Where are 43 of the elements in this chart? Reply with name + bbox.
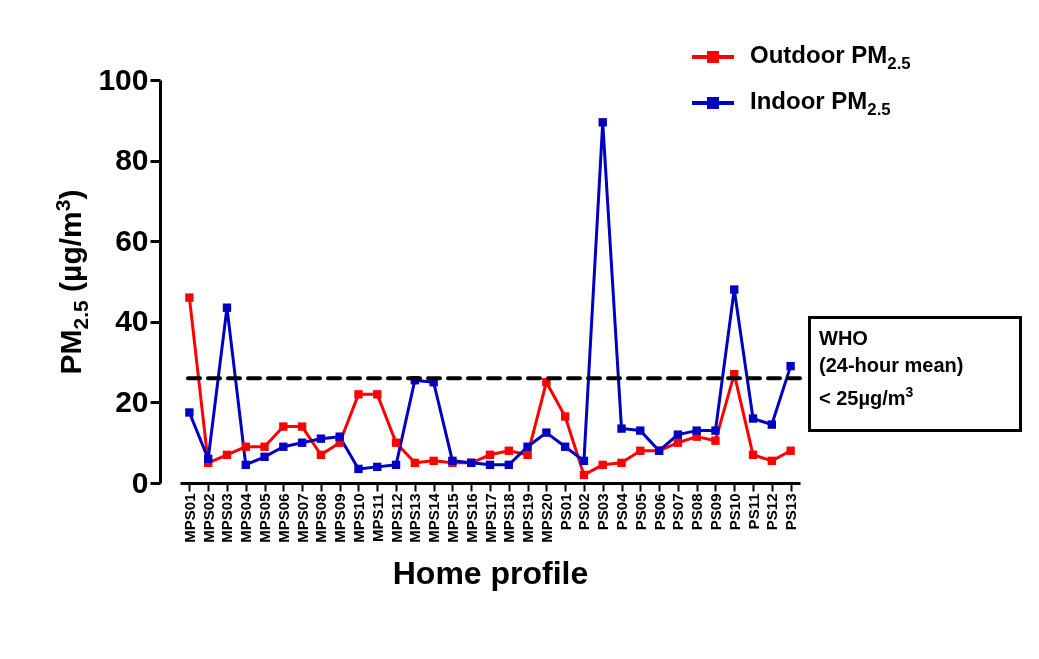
x-tick-label: PS13 [782, 493, 800, 531]
x-axis-title: Home profile [392, 554, 589, 591]
x-tick-label: PS08 [688, 493, 706, 531]
x-tick-label: PS05 [631, 493, 649, 531]
x-tick-label: MPS17 [481, 493, 499, 543]
x-tick-label: PS01 [556, 493, 574, 531]
x-tick-label: PS07 [669, 493, 687, 531]
x-tick-label: MPS08 [312, 493, 330, 543]
x-tick-label: MPS02 [199, 493, 217, 543]
x-tick-label: PS11 [744, 493, 762, 530]
y-tick-label: 0 [131, 465, 149, 499]
x-tick-label: PS06 [650, 493, 668, 531]
x-tick-label: MPS09 [331, 493, 349, 543]
x-tick-label: PS12 [763, 493, 781, 531]
x-tick-label: MPS01 [180, 493, 198, 543]
x-tick-label: MPS06 [274, 493, 292, 543]
x-tick-label: PS04 [613, 492, 631, 531]
x-tick-label: MPS04 [237, 492, 255, 543]
x-tick-label: MPS16 [462, 493, 480, 543]
x-tick-label: MPS19 [519, 493, 537, 543]
legend-label: Outdoor PM$_{2.5}$ [750, 40, 911, 74]
x-tick-label: PS10 [725, 493, 743, 531]
x-tick-label: MPS07 [293, 493, 311, 543]
x-tick-label: MPS20 [537, 493, 555, 543]
x-tick-label: MPS15 [443, 493, 461, 543]
x-tick-label: PS03 [594, 493, 612, 531]
x-tick-label: MPS10 [349, 493, 367, 543]
x-tick-label: MPS14 [425, 492, 443, 543]
x-tick-label: MPS18 [500, 493, 518, 543]
x-tick-label: PS09 [706, 493, 724, 531]
y-tick-label: 40 [115, 304, 149, 338]
y-tick-label: 60 [115, 223, 149, 257]
x-tick-label: MPS11 [368, 493, 386, 542]
x-tick-label: MPS03 [218, 493, 236, 543]
x-tick-label: MPS05 [256, 493, 274, 543]
x-tick-label: PS02 [575, 493, 593, 531]
y-tick-label: 20 [115, 384, 149, 418]
x-tick-label: MPS12 [387, 493, 405, 543]
y-tick-label: 80 [115, 143, 149, 177]
ref-line-label: WHO (24-hour mean) < 25µg/m$^{3}$ [808, 316, 1022, 433]
legend-label: Indoor PM$_{2.5}$ [750, 86, 891, 120]
x-tick-label: MPS13 [406, 493, 424, 543]
y-tick-label: 100 [98, 62, 149, 96]
